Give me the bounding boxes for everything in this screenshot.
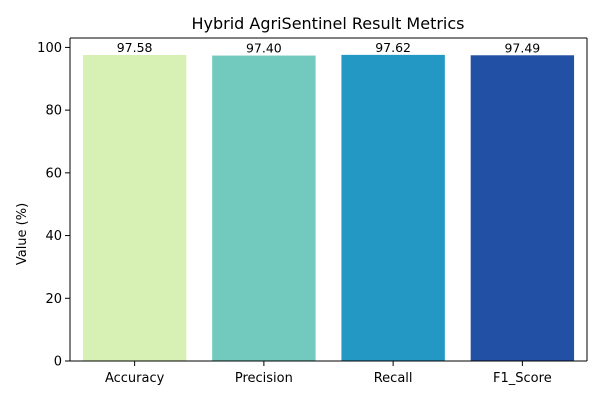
y-tick-label: 40 (45, 229, 62, 244)
y-tick-label: 80 (45, 104, 62, 119)
x-tick-label: Precision (235, 371, 293, 386)
y-axis-label: Value (%) (15, 203, 30, 265)
data-label: 97.58 (117, 40, 153, 55)
data-label: 97.49 (504, 40, 540, 55)
bar-f1-score (470, 55, 575, 361)
x-tick-label: F1_Score (493, 371, 552, 386)
y-tick-label: 20 (45, 292, 62, 307)
data-label: 97.40 (246, 41, 282, 56)
y-tick-label: 0 (54, 355, 62, 370)
chart-title: Hybrid AgriSentinel Result Metrics (191, 14, 464, 33)
x-tick-label: Accuracy (105, 371, 165, 386)
bar-recall (341, 54, 445, 362)
x-tick-label: Recall (374, 371, 413, 386)
y-tick-label: 60 (45, 166, 62, 181)
bar-precision (212, 55, 316, 362)
data-label: 97.62 (375, 40, 411, 55)
y-tick-label: 100 (37, 41, 62, 56)
plot-area: 97.58 Accuracy 97.40 Precision 97.62 Recall 97… (37, 37, 588, 386)
bar-accuracy (82, 55, 187, 361)
